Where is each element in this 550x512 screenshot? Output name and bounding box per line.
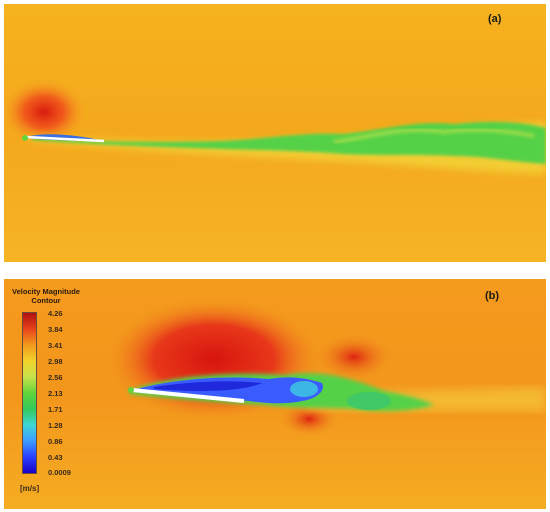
panel-label-a: (a) bbox=[488, 13, 502, 25]
panel-label-b: (b) bbox=[485, 290, 500, 302]
legend-tick: 1.28 bbox=[48, 421, 63, 430]
legend-tick: 3.84 bbox=[48, 325, 63, 334]
contour-panel-a: (a) bbox=[4, 4, 546, 262]
legend-tick: 0.0009 bbox=[48, 468, 71, 477]
legend-tick: 0.86 bbox=[48, 437, 63, 446]
legend-title-line2: Contour bbox=[31, 296, 61, 305]
legend-title: Velocity Magnitude Contour bbox=[8, 287, 84, 305]
legend-tick: 1.71 bbox=[48, 405, 63, 414]
contour-panel-b: Velocity Magnitude Contour 4.26 3.84 3.4… bbox=[4, 279, 546, 509]
legend-tick: 4.26 bbox=[48, 309, 63, 318]
legend-tick: 2.13 bbox=[48, 389, 63, 398]
velocity-field-b bbox=[4, 279, 546, 509]
legend-tick: 3.41 bbox=[48, 341, 63, 350]
legend-unit: [m/s] bbox=[20, 484, 40, 493]
legend-tick: 2.98 bbox=[48, 357, 63, 366]
legend-title-line1: Velocity Magnitude bbox=[12, 287, 80, 296]
legend-tick: 2.56 bbox=[48, 373, 63, 382]
velocity-field-a bbox=[4, 4, 546, 262]
legend-color-bar bbox=[22, 312, 37, 474]
legend-tick: 0.43 bbox=[48, 453, 63, 462]
